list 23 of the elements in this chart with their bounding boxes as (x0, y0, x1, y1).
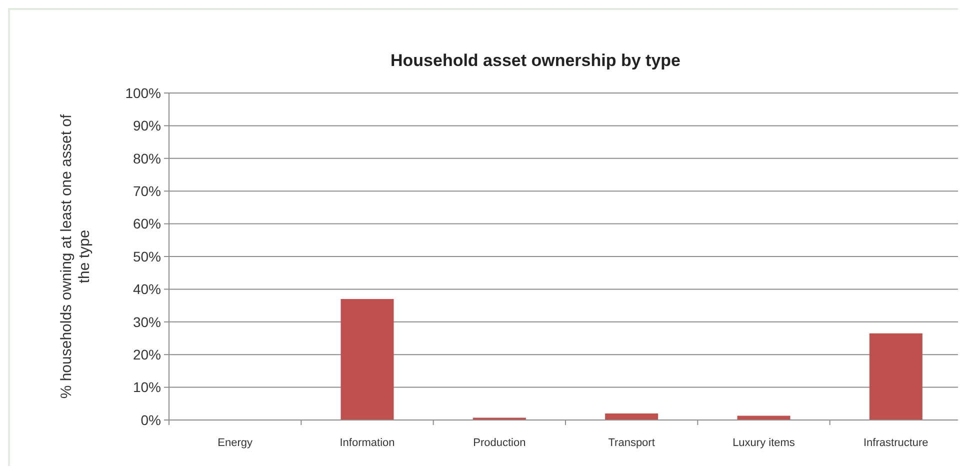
x-tick-label: Luxury items (732, 437, 796, 449)
bar (340, 299, 394, 420)
y-tick-label: 40% (132, 281, 161, 298)
x-tick-label: Energy (218, 437, 254, 449)
y-tick-label: 30% (132, 314, 161, 330)
x-tick-label: Production (473, 437, 526, 449)
bar (869, 333, 922, 420)
y-axis-title: % households owning at least one asset of the type (58, 113, 93, 399)
y-tick-label: 80% (132, 150, 161, 166)
bar (605, 413, 658, 420)
x-tick-label: Infrastructure (864, 437, 928, 449)
y-tick-label: 90% (132, 118, 161, 134)
x-tick-label: Transport (608, 437, 655, 449)
bar (737, 416, 790, 420)
y-tick-label: 60% (132, 216, 161, 232)
y-tick-label: 10% (132, 379, 161, 396)
y-tick-label: 0% (140, 412, 161, 428)
y-tick-label: 70% (132, 183, 161, 199)
x-tick-label: Information (340, 437, 395, 449)
chart-title: Household asset ownership by type (390, 51, 681, 70)
y-tick-label: 100% (125, 84, 161, 101)
y-tick-label: 50% (132, 248, 161, 264)
y-tick-label: 20% (132, 346, 161, 362)
